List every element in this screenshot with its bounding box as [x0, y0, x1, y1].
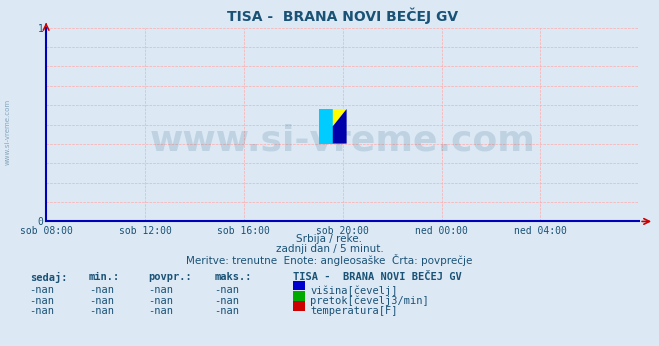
Title: TISA -  BRANA NOVI BEČEJ GV: TISA - BRANA NOVI BEČEJ GV — [227, 7, 458, 24]
Text: -nan: -nan — [89, 285, 114, 295]
Text: višina[čevelj]: višina[čevelj] — [310, 285, 398, 296]
Text: -nan: -nan — [214, 285, 239, 295]
Polygon shape — [319, 109, 333, 144]
Text: temperatura[F]: temperatura[F] — [310, 306, 398, 316]
Text: -nan: -nan — [148, 306, 173, 316]
Polygon shape — [333, 109, 347, 144]
Text: -nan: -nan — [148, 285, 173, 295]
Text: www.si-vreme.com: www.si-vreme.com — [5, 98, 11, 165]
Text: TISA -  BRANA NOVI BEČEJ GV: TISA - BRANA NOVI BEČEJ GV — [293, 272, 462, 282]
Text: -nan: -nan — [89, 306, 114, 316]
Text: -nan: -nan — [89, 296, 114, 306]
Text: povpr.:: povpr.: — [148, 272, 192, 282]
Text: -nan: -nan — [30, 296, 55, 306]
Text: www.si-vreme.com: www.si-vreme.com — [150, 123, 536, 157]
Text: Srbija / reke.: Srbija / reke. — [297, 234, 362, 244]
Text: -nan: -nan — [214, 306, 239, 316]
Text: -nan: -nan — [148, 296, 173, 306]
Text: -nan: -nan — [214, 296, 239, 306]
Text: pretok[čevelj3/min]: pretok[čevelj3/min] — [310, 296, 429, 306]
Text: maks.:: maks.: — [214, 272, 252, 282]
Text: Meritve: trenutne  Enote: angleosaške  Črta: povprečje: Meritve: trenutne Enote: angleosaške Črt… — [186, 254, 473, 266]
Text: min.:: min.: — [89, 272, 120, 282]
Polygon shape — [333, 109, 347, 126]
Text: -nan: -nan — [30, 306, 55, 316]
Text: zadnji dan / 5 minut.: zadnji dan / 5 minut. — [275, 244, 384, 254]
Text: sedaj:: sedaj: — [30, 272, 67, 283]
Text: -nan: -nan — [30, 285, 55, 295]
